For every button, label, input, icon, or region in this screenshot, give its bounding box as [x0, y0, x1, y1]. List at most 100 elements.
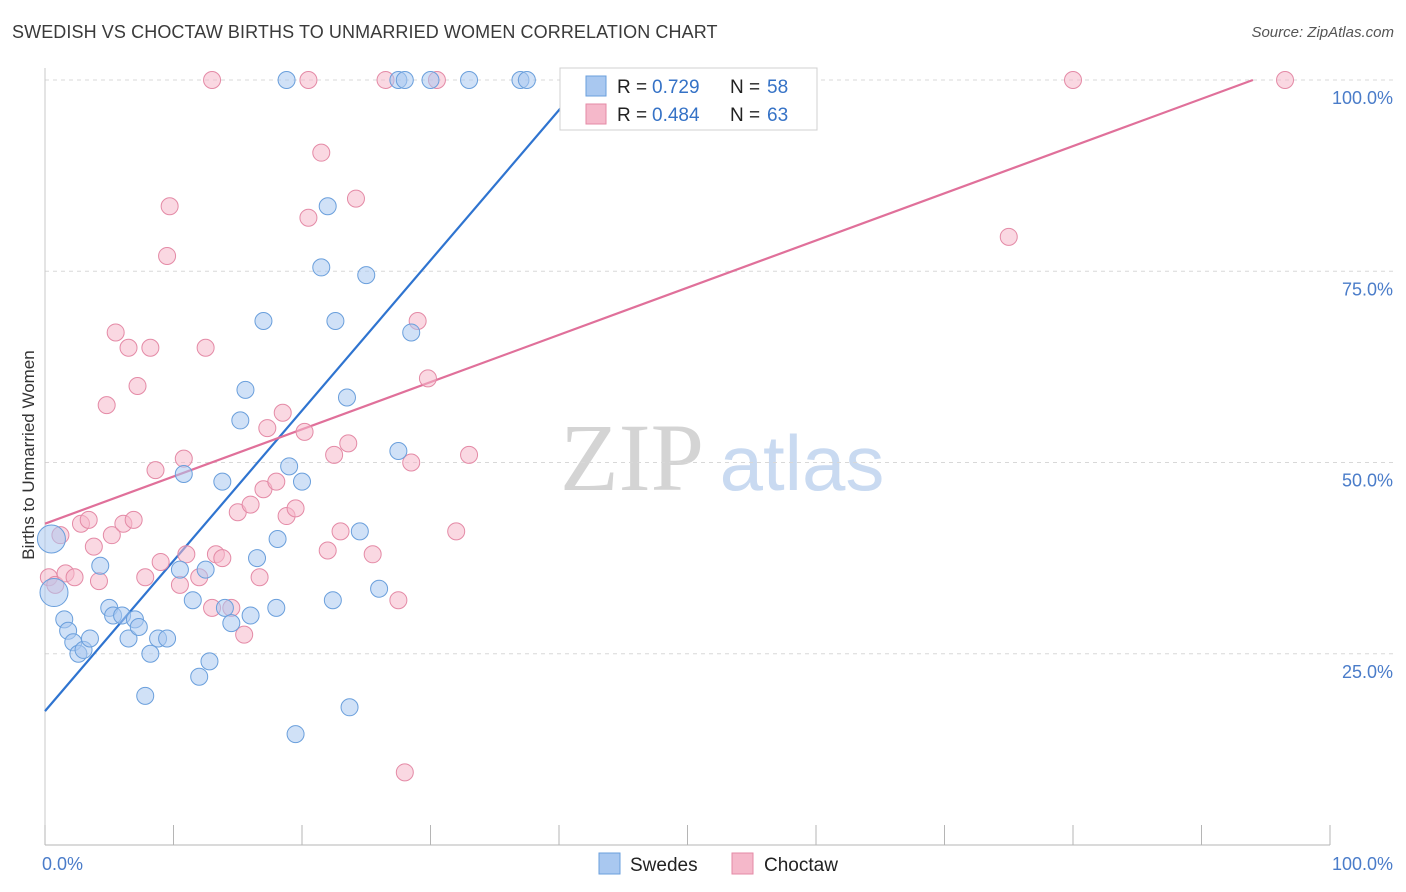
swedes-point: [286, 725, 305, 744]
choctaw-point: [89, 572, 108, 591]
choctaw-point: [174, 449, 193, 468]
swedes-point: [213, 472, 232, 491]
swedes-point: [326, 311, 345, 330]
choctaw-point: [273, 403, 292, 422]
y-axis-title: Births to Unmarried Women: [19, 350, 38, 559]
swedes-point: [215, 598, 234, 617]
watermark-zip: ZIP: [560, 404, 704, 511]
swedes-point: [190, 667, 209, 686]
choctaw-point: [318, 541, 337, 560]
choctaw-point: [128, 377, 147, 395]
choctaw-point: [146, 461, 165, 480]
choctaw-point: [203, 71, 222, 89]
swedes-point: [340, 698, 359, 717]
swedes-point: [389, 442, 408, 461]
choctaw-point: [286, 499, 305, 518]
choctaw-point: [299, 208, 318, 227]
swedes-point: [183, 591, 202, 610]
choctaw-point: [999, 227, 1018, 246]
swedes-point: [370, 579, 389, 598]
choctaw-point: [395, 763, 414, 782]
choctaw-point: [1064, 71, 1082, 89]
legend-choctaw-icon: [731, 852, 754, 875]
choctaw-point: [250, 568, 269, 587]
choctaw-point: [447, 522, 466, 541]
choctaw-point: [196, 338, 215, 357]
y-tick-label: 75.0%: [1342, 279, 1393, 299]
choctaw-swatch-icon: [585, 103, 607, 125]
swedes-point: [241, 606, 260, 625]
choctaw-r-label: R =: [617, 105, 647, 126]
swedes-point: [280, 457, 299, 476]
choctaw-point: [331, 522, 350, 541]
swedes-r-value: 0.729: [652, 77, 700, 98]
choctaw-point: [151, 552, 170, 571]
y-tick-label: 25.0%: [1342, 662, 1393, 682]
swedes-point: [174, 464, 193, 483]
swedes-point: [39, 578, 69, 608]
choctaw-point: [402, 453, 421, 472]
choctaw-point: [325, 445, 344, 464]
chart-title: SWEDISH VS CHOCTAW BIRTHS TO UNMARRIED W…: [12, 22, 718, 42]
choctaw-point: [418, 369, 437, 388]
choctaw-point: [79, 510, 98, 529]
swedes-n-value: 58: [767, 77, 788, 98]
swedes-point: [460, 71, 479, 89]
choctaw-point: [295, 422, 314, 441]
watermark: ZIP atlas: [560, 404, 884, 511]
swedes-trend-line: [44, 79, 586, 712]
swedes-point: [350, 522, 369, 541]
choctaw-point: [84, 537, 103, 556]
choctaw-point: [389, 591, 408, 610]
choctaw-point: [312, 143, 331, 162]
choctaw-point: [97, 396, 116, 415]
choctaw-point: [65, 568, 84, 587]
choctaw-point: [363, 545, 382, 564]
swedes-point: [312, 258, 331, 277]
swedes-n-label: N =: [730, 77, 760, 98]
choctaw-n-value: 63: [767, 105, 788, 126]
swedes-point: [119, 629, 138, 648]
swedes-point: [196, 560, 215, 579]
choctaw-point: [460, 445, 479, 464]
choctaw-point: [141, 338, 160, 357]
swedes-point: [129, 617, 148, 636]
choctaw-point: [170, 575, 189, 594]
choctaw-point: [339, 434, 358, 453]
legend-swedes-label: Swedes: [630, 855, 698, 876]
y-tick-label: 50.0%: [1342, 471, 1393, 491]
swedes-point: [231, 411, 250, 430]
trend-lines: [44, 78, 1254, 712]
choctaw-point: [177, 545, 196, 564]
choctaw-point: [267, 472, 286, 491]
swedes-point: [80, 629, 99, 648]
choctaw-point: [258, 419, 277, 438]
choctaw-point: [241, 495, 260, 514]
swedes-point: [170, 560, 189, 579]
tick-labels: 25.0% 50.0% 75.0% 100.0% 0.0% 100.0%: [42, 88, 1393, 874]
swedes-swatch-icon: [585, 75, 607, 97]
y-tick-label: 100.0%: [1332, 88, 1393, 108]
swedes-point: [277, 71, 296, 89]
choctaw-point: [160, 197, 179, 216]
swedes-point: [357, 266, 376, 285]
choctaw-point: [346, 189, 365, 208]
stats-legend: R = 0.729 N = 58 R = 0.484 N = 63: [559, 67, 818, 131]
source-text: Source: ZipAtlas.com: [1251, 24, 1394, 41]
axes: [44, 68, 1331, 846]
choctaw-point: [119, 338, 138, 357]
swedes-point: [141, 644, 160, 663]
swedes-point: [323, 591, 342, 610]
choctaw-point: [106, 323, 125, 342]
swedes-point: [337, 388, 356, 407]
swedes-point: [267, 598, 286, 617]
choctaw-point: [299, 71, 318, 89]
legend-swedes-icon: [598, 852, 621, 875]
swedes-point: [318, 197, 337, 216]
swedes-point: [293, 472, 311, 491]
swedes-point: [421, 71, 440, 89]
swedes-point: [248, 549, 267, 568]
choctaw-point: [235, 625, 254, 644]
choctaw-trend-line: [44, 78, 1254, 525]
